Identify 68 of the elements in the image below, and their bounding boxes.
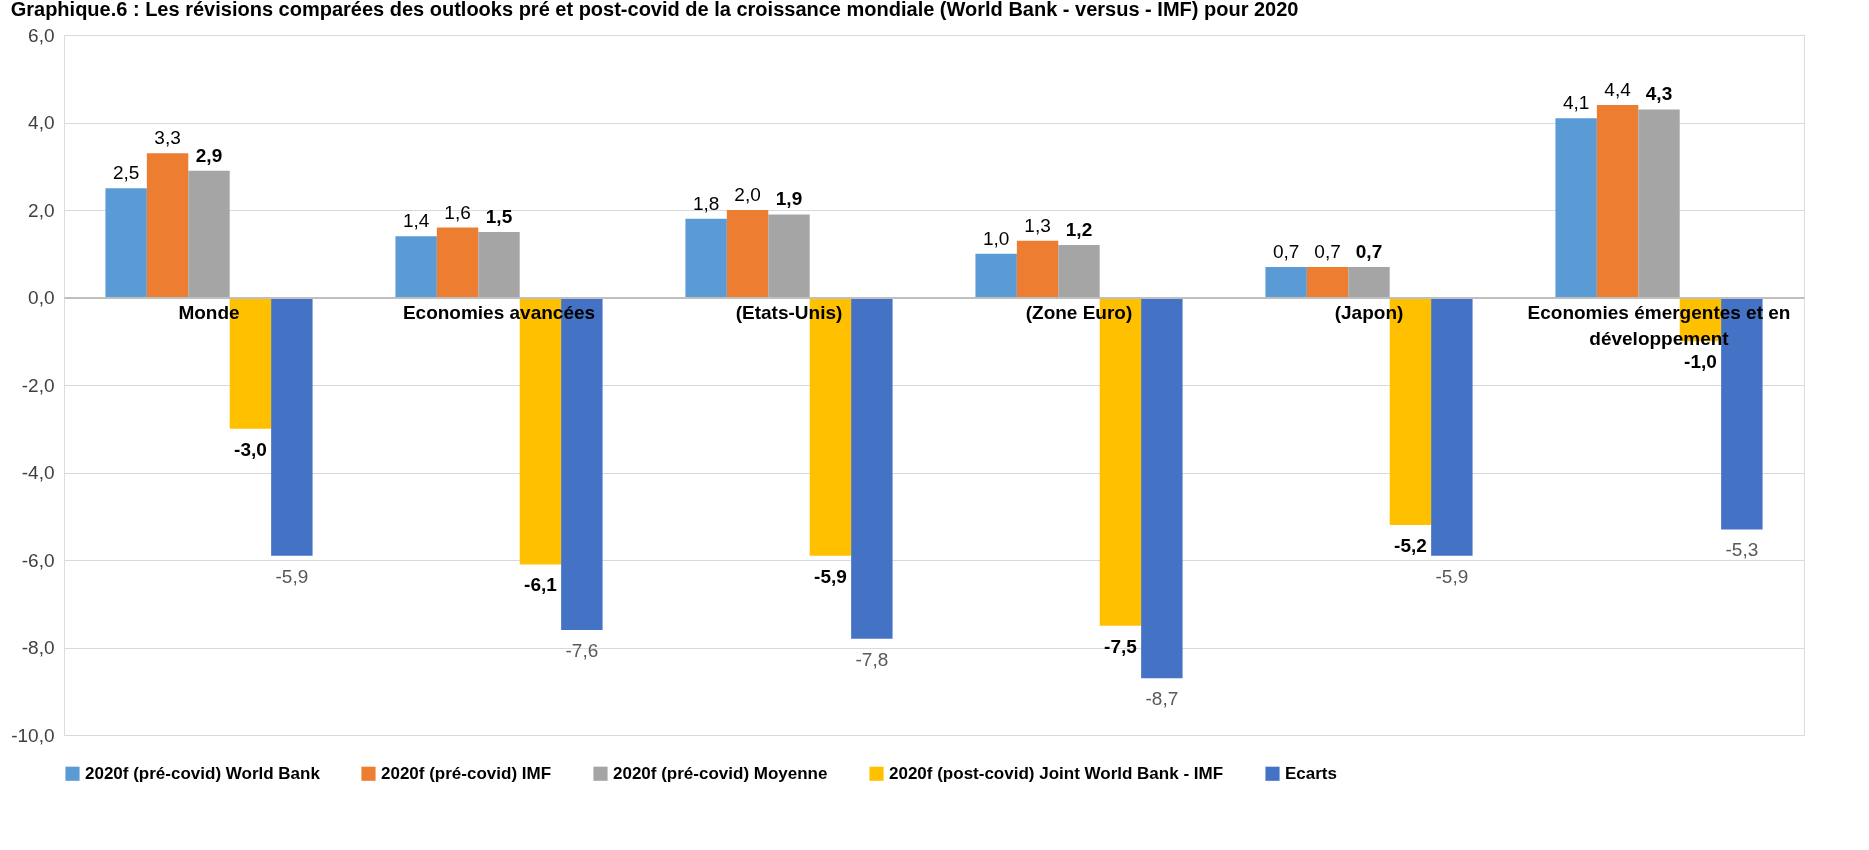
data-label: 2,9 [195, 144, 223, 166]
bar [1555, 118, 1597, 298]
data-label: -7,6 [565, 640, 599, 661]
data-label: 3,3 [154, 127, 181, 149]
legend-label: Ecarts [1285, 763, 1337, 783]
bar [436, 227, 479, 298]
legend-label: 2020f (pré-covid) Moyenne [613, 763, 828, 783]
data-label: 4,3 [1645, 83, 1673, 105]
bar [851, 297, 893, 639]
bar [395, 236, 437, 298]
data-label: -1,0 [1684, 351, 1717, 373]
bar [1431, 297, 1473, 556]
data-label: -6,1 [524, 574, 558, 596]
y-tick-label: 6,0 [28, 24, 55, 46]
bar [1596, 105, 1639, 298]
y-tick-label: -4,0 [21, 462, 55, 483]
data-label: 1,6 [444, 201, 471, 223]
data-label: -7,5 [1104, 635, 1138, 657]
bar [1348, 266, 1390, 298]
y-tick-label: -10,0 [11, 724, 55, 746]
bar [1141, 297, 1183, 679]
bar [726, 210, 769, 298]
y-tick-label: 4,0 [28, 112, 55, 133]
y-tick-label: 2,0 [28, 199, 55, 221]
y-tick-label: -2,0 [21, 374, 55, 396]
data-label: 1,4 [402, 210, 430, 232]
data-label: 1,9 [775, 188, 803, 210]
data-label: -8,7 [1145, 688, 1179, 710]
data-label: 0,7 [1272, 240, 1300, 262]
x-tick-label: Economies avancées [402, 302, 596, 323]
bar [1306, 266, 1349, 298]
bar [146, 153, 189, 298]
data-label: 2,0 [734, 184, 761, 205]
bar [1638, 109, 1680, 298]
y-tick-label: 0,0 [28, 287, 55, 308]
data-label: -5,9 [275, 565, 309, 587]
data-label: 1,8 [692, 192, 720, 214]
data-label: 4,1 [1562, 92, 1590, 114]
data-label: -5,3 [1725, 539, 1759, 561]
data-label: -3,0 [234, 438, 267, 460]
bar [685, 218, 727, 298]
data-label: -5,2 [1394, 535, 1427, 556]
bar [1058, 245, 1100, 298]
bar [1265, 266, 1307, 298]
bar [975, 253, 1017, 298]
data-label: 1,5 [485, 205, 513, 227]
data-label: 2,5 [112, 162, 140, 184]
bar [105, 188, 147, 298]
y-tick-label: -6,0 [21, 549, 55, 571]
legend-label: 2020f (pré-covid) IMF [381, 763, 552, 783]
legend-label: 2020f (post-covid) Joint World Bank - IMF [889, 763, 1224, 783]
bar [1016, 240, 1059, 298]
data-label: 1,0 [982, 227, 1010, 249]
bar [478, 231, 520, 298]
bar [188, 170, 230, 298]
legend-label: 2020f (pré-covid) World Bank [85, 763, 321, 783]
y-tick-label: -8,0 [21, 637, 55, 658]
data-label: 1,3 [1024, 214, 1051, 236]
data-label: 1,2 [1065, 219, 1093, 240]
data-label: 4,4 [1604, 79, 1632, 100]
chart-title: Graphique.6 : Les révisions comparées des outlooks pré et post-covid de la croissance mondiale (World Bank - versus - IMF) pour 2020 [10, 0, 1299, 20]
bar [271, 297, 313, 556]
data-label: -7,8 [855, 648, 889, 670]
data-label: 0,7 [1314, 240, 1341, 262]
data-label: -5,9 [814, 565, 847, 587]
data-label: 0,7 [1355, 240, 1383, 262]
bar [768, 214, 810, 298]
data-label: -5,9 [1435, 565, 1469, 587]
